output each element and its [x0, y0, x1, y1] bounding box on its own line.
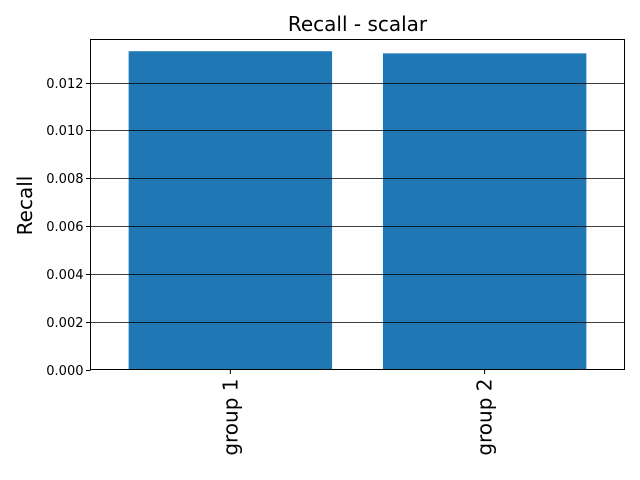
- bar-2: [382, 53, 587, 370]
- bar-1: [128, 51, 333, 370]
- bars: [128, 51, 587, 370]
- x-tick-label-2: group 2: [473, 379, 497, 456]
- chart-title: Recall - scalar: [288, 12, 428, 36]
- y-tick-label-2: 0.004: [46, 268, 83, 283]
- y-axis-ticks: 0.000 0.002 0.004 0.006 0.008 0.010 0.012: [46, 77, 91, 379]
- gridlines: [90, 83, 625, 323]
- y-tick-label-6: 0.012: [46, 77, 83, 92]
- axes-frame: [90, 39, 625, 370]
- y-tick-label-1: 0.002: [46, 316, 83, 331]
- y-tick-label-4: 0.008: [46, 172, 83, 187]
- y-tick-label-3: 0.006: [46, 220, 83, 235]
- y-axis-label: Recall: [13, 176, 37, 236]
- x-axis-ticks: group 1 group 2: [218, 369, 497, 456]
- y-tick-label-5: 0.010: [46, 124, 83, 139]
- x-tick-label-1: group 1: [218, 379, 242, 456]
- y-tick-label-0: 0.000: [46, 364, 83, 379]
